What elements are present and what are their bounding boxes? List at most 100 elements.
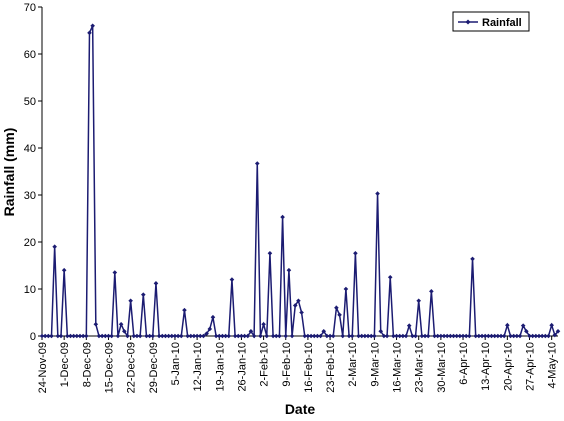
marker [254,161,260,166]
marker [264,333,270,339]
marker [451,333,456,339]
marker [223,333,228,339]
x-tick-label: 5-Jan-10 [170,342,182,385]
marker [242,333,247,339]
marker [492,333,497,339]
marker [520,323,526,328]
marker [546,333,551,339]
x-tick-label: 8-Dec-09 [81,342,93,387]
marker [191,333,197,339]
marker [346,333,352,339]
marker [147,333,152,339]
marker [381,333,387,339]
marker [178,333,184,339]
marker [261,321,266,327]
x-tick-label: 9-Feb-10 [281,342,293,387]
marker [533,333,539,339]
marker [327,333,333,339]
y-tick-label: 50 [24,96,36,108]
marker [539,333,545,339]
marker [343,286,349,292]
marker [552,332,558,338]
x-tick-label: 30-Mar-10 [436,342,448,393]
marker [413,333,418,339]
x-tick-label: 2-Mar-10 [347,342,359,387]
marker [340,333,346,339]
marker [334,305,339,311]
marker [273,333,279,339]
marker [416,298,422,304]
marker [476,333,482,339]
marker [280,214,285,220]
marker [42,333,48,339]
marker [150,333,156,339]
marker [422,333,428,339]
marker [362,333,368,339]
x-tick-label: 1-Dec-09 [59,342,71,387]
legend-label: Rainfall [482,17,522,29]
marker [543,333,548,339]
marker [156,333,162,339]
x-tick-label: 23-Feb-10 [325,342,337,393]
marker [454,333,459,339]
marker [229,277,235,282]
marker [292,303,298,308]
marker [498,333,504,339]
marker [473,333,478,339]
x-tick-label: 23-Mar-10 [414,342,426,393]
marker [239,333,244,339]
marker [169,333,175,339]
marker [194,333,200,339]
marker [470,256,475,262]
x-tick-label: 13-Apr-10 [480,342,492,391]
y-tick-label: 10 [24,284,36,296]
marker [52,244,57,249]
marker [103,333,108,339]
y-axis-title: Rainfall (mm) [1,128,17,217]
legend-box [452,11,530,32]
marker [289,333,295,339]
marker [460,333,466,339]
marker [555,329,561,334]
marker [204,331,209,336]
marker [232,333,238,339]
marker [99,333,105,339]
x-tick-label: 9-Mar-10 [369,342,381,387]
marker [356,333,361,339]
marker [109,333,114,339]
marker [115,333,121,339]
marker [283,333,289,339]
x-tick-label: 12-Jan-10 [192,342,204,392]
marker [267,250,273,256]
marker [448,333,453,339]
marker [378,329,384,334]
marker [201,333,206,339]
marker [410,333,415,339]
marker [65,333,70,339]
marker [435,333,441,339]
marker [486,333,491,339]
marker [365,333,371,339]
marker [299,310,304,315]
marker [226,333,232,339]
x-tick-label: 20-Apr-10 [502,342,514,391]
marker [394,333,399,339]
marker [172,333,178,339]
marker [153,281,159,286]
marker [137,333,143,339]
marker [330,333,336,339]
marker [106,333,111,339]
marker [479,333,485,339]
y-tick-label: 60 [24,49,36,61]
marker [128,298,133,304]
marker [112,270,118,275]
marker [353,250,358,256]
marker [349,333,355,339]
marker [277,333,282,339]
marker [482,333,488,339]
marker [185,333,190,339]
x-tick-label: 2-Feb-10 [259,342,271,387]
marker [514,333,520,339]
marker [403,333,409,339]
